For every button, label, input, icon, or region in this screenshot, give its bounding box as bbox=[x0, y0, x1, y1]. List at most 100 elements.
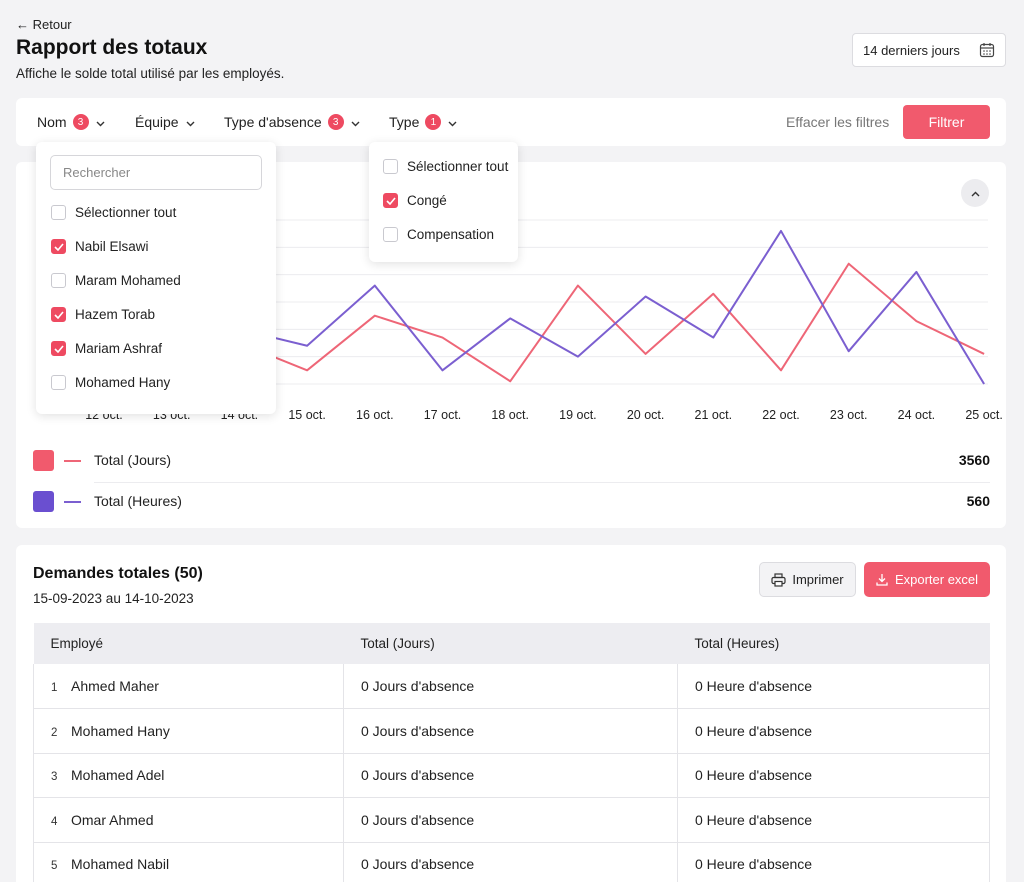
checkbox[interactable] bbox=[383, 227, 398, 242]
clear-filters-button[interactable]: Effacer les filtres bbox=[786, 114, 890, 130]
table-row: 3 Mohamed Adel 0 Jours d'absence 0 Heure … bbox=[33, 753, 990, 798]
select-all-option[interactable]: Sélectionner tout bbox=[51, 205, 176, 220]
row-number: 2 bbox=[51, 726, 58, 739]
checkbox[interactable] bbox=[51, 307, 66, 322]
legend-value: 560 bbox=[966, 493, 990, 509]
filter-absence-type-label: Type d'absence bbox=[224, 114, 322, 130]
employee-name: Omar Ahmed bbox=[71, 811, 154, 828]
checkbox[interactable] bbox=[51, 341, 66, 356]
option-label: Nabil Elsawi bbox=[75, 239, 149, 254]
printer-icon bbox=[771, 572, 786, 587]
checkbox[interactable] bbox=[51, 273, 66, 288]
option-mohamed-hany[interactable]: Mohamed Hany bbox=[51, 375, 170, 390]
table-row: 2 Mohamed Hany 0 Jours d'absence 0 Heure … bbox=[33, 708, 990, 754]
hours-cell: 0 Heure d'absence bbox=[677, 797, 990, 843]
option-label: Compensation bbox=[407, 227, 495, 242]
checkbox[interactable] bbox=[383, 159, 398, 174]
date-range-button[interactable]: 14 derniers jours bbox=[852, 33, 1006, 67]
days-cell: 0 Jours d'absence bbox=[343, 664, 678, 709]
column-header-employee: Employé bbox=[33, 623, 344, 664]
days-cell: 0 Jours d'absence bbox=[343, 842, 678, 882]
option-nabil-elsawi[interactable]: Nabil Elsawi bbox=[51, 239, 149, 254]
option-label: Mariam Ashraf bbox=[75, 341, 163, 356]
column-header-days: Total (Jours) bbox=[343, 623, 678, 664]
checkbox[interactable] bbox=[383, 193, 398, 208]
option-label: Hazem Torab bbox=[75, 307, 156, 322]
legend-item-hours: Total (Heures) 560 bbox=[33, 489, 990, 519]
table-header-row: Employé Total (Jours) Total (Heures) bbox=[33, 623, 990, 664]
employee-cell: 4 Omar Ahmed bbox=[33, 797, 344, 843]
x-tick-label: 24 oct. bbox=[898, 408, 936, 422]
requests-title: Demandes totales (50) bbox=[33, 565, 203, 582]
filter-name-badge: 3 bbox=[72, 114, 89, 130]
chevron-down-icon bbox=[351, 114, 360, 130]
hours-cell: 0 Heure d'absence bbox=[677, 753, 990, 798]
hours-cell: 0 Heure d'absence bbox=[677, 664, 990, 709]
filter-type[interactable]: Type 1 bbox=[389, 114, 457, 130]
collapse-chart-button[interactable] bbox=[961, 179, 989, 207]
divider bbox=[94, 482, 990, 483]
filter-absence-type[interactable]: Type d'absence 3 bbox=[224, 114, 360, 130]
filter-team-label: Équipe bbox=[135, 114, 179, 130]
filter-name-label: Nom bbox=[37, 114, 67, 130]
filter-team[interactable]: Équipe bbox=[135, 114, 195, 130]
name-filter-dropdown: Sélectionner tout Nabil Elsawi Maram Moh… bbox=[36, 142, 276, 414]
option-compensation[interactable]: Compensation bbox=[383, 227, 494, 242]
filter-name[interactable]: Nom 3 bbox=[37, 114, 105, 130]
legend-item-days: Total (Jours) 3560 bbox=[33, 448, 990, 483]
days-cell: 0 Jours d'absence bbox=[343, 708, 678, 754]
row-number: 5 bbox=[51, 860, 58, 873]
legend-line bbox=[64, 501, 81, 503]
page-title: Rapport des totaux bbox=[16, 36, 208, 59]
option-label: Sélectionner tout bbox=[75, 205, 177, 220]
option-mariam-ashraf[interactable]: Mariam Ashraf bbox=[51, 341, 162, 356]
filter-type-badge: 1 bbox=[425, 114, 442, 130]
date-range-label: 14 derniers jours bbox=[863, 42, 960, 58]
employee-name: Ahmed Maher bbox=[71, 678, 159, 694]
x-tick-label: 22 oct. bbox=[762, 408, 800, 422]
row-number: 4 bbox=[51, 815, 58, 828]
chevron-up-icon bbox=[971, 184, 980, 202]
apply-filter-button[interactable]: Filtrer bbox=[903, 105, 990, 139]
x-tick-label: 20 oct. bbox=[627, 408, 665, 422]
days-cell: 0 Jours d'absence bbox=[343, 753, 678, 798]
requests-table: Employé Total (Jours) Total (Heures) 1 Ah… bbox=[33, 623, 990, 882]
table-row: 5 Mohamed Nabil 0 Jours d'absence 0 Heure… bbox=[33, 842, 990, 882]
legend-swatch bbox=[33, 491, 54, 512]
type-filter-dropdown: Sélectionner tout Congé Compensation bbox=[369, 142, 518, 262]
x-tick-label: 15 oct. bbox=[288, 408, 326, 422]
option-label: Congé bbox=[407, 193, 447, 208]
download-icon bbox=[876, 573, 888, 586]
search-input[interactable] bbox=[50, 155, 262, 190]
calendar-icon bbox=[979, 42, 995, 61]
x-tick-label: 23 oct. bbox=[830, 408, 868, 422]
table-row: 1 Ahmed Maher 0 Jours d'absence 0 Heure d… bbox=[33, 664, 990, 709]
chevron-down-icon bbox=[448, 114, 457, 130]
employee-name: Mohamed Adel bbox=[71, 767, 165, 784]
select-all-option[interactable]: Sélectionner tout bbox=[383, 159, 508, 174]
days-cell: 0 Jours d'absence bbox=[343, 797, 678, 843]
print-button[interactable]: Imprimer bbox=[759, 562, 856, 597]
employee-cell: 2 Mohamed Hany bbox=[33, 708, 344, 754]
option-label: Sélectionner tout bbox=[407, 159, 509, 174]
employee-name: Mohamed Nabil bbox=[71, 856, 170, 873]
option-conge[interactable]: Congé bbox=[383, 193, 447, 208]
row-number: 1 bbox=[51, 682, 58, 694]
option-label: Mohamed Hany bbox=[75, 375, 171, 390]
legend-swatch bbox=[33, 450, 54, 471]
x-tick-label: 25 oct. bbox=[965, 408, 1003, 422]
print-label: Imprimer bbox=[792, 572, 844, 587]
legend-label: Total (Heures) bbox=[94, 493, 182, 509]
back-link[interactable]: ← Retour bbox=[16, 17, 72, 32]
checkbox[interactable] bbox=[51, 375, 66, 390]
option-hazem-torab[interactable]: Hazem Torab bbox=[51, 307, 155, 322]
checkbox[interactable] bbox=[51, 239, 66, 254]
option-maram-mohamed[interactable]: Maram Mohamed bbox=[51, 273, 181, 288]
export-excel-button[interactable]: Exporter excel bbox=[864, 562, 990, 597]
employee-cell: 5 Mohamed Nabil bbox=[33, 842, 344, 882]
option-label: Maram Mohamed bbox=[75, 273, 181, 288]
checkbox[interactable] bbox=[51, 205, 66, 220]
column-header-hours: Total (Heures) bbox=[677, 623, 990, 664]
row-number: 3 bbox=[51, 771, 58, 784]
requests-card: Demandes totales (50) 15-09-2023 au 14-1… bbox=[16, 545, 1006, 882]
